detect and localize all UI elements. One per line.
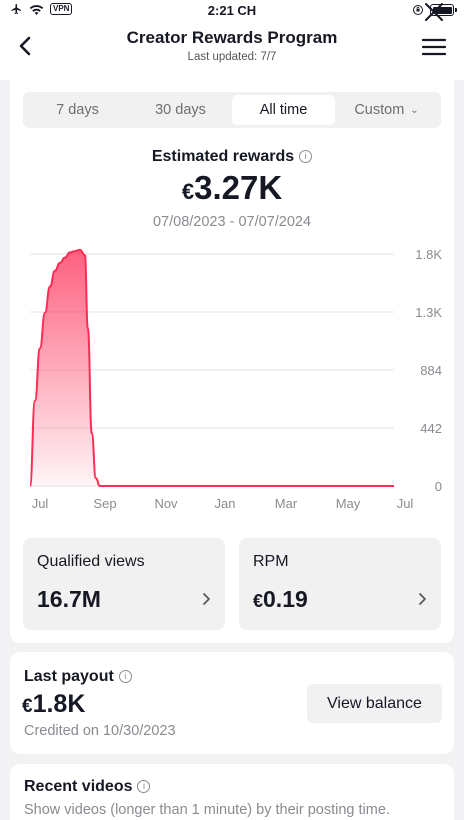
y-tick-label: 442 [420, 421, 442, 436]
x-tick-label: Sep [93, 496, 116, 511]
tab-7-days[interactable]: 7 days [26, 95, 129, 125]
info-icon[interactable]: i [137, 780, 151, 794]
view-balance-button[interactable]: View balance [307, 684, 442, 723]
last-payout-title: Last payout i [24, 668, 132, 686]
tab-custom[interactable]: Custom ⌄ [335, 95, 438, 125]
chevron-right-icon [203, 593, 210, 605]
y-tick-label: 0 [435, 479, 442, 494]
y-tick-label: 1.8K [415, 247, 442, 262]
stat-label: RPM [253, 553, 289, 570]
last-updated: Last updated: 7/7 [187, 51, 277, 63]
y-tick-label: 1.3K [415, 305, 442, 320]
credited-date: Credited on 10/30/2023 [24, 723, 176, 739]
estimated-rewards-title: Estimated rewards i [10, 148, 454, 166]
stat-value: €0.19 [253, 586, 308, 613]
x-tick-label: Jul [32, 496, 49, 511]
rpm-card[interactable]: RPM €0.19 [239, 538, 441, 630]
stat-value: 16.7M [37, 586, 101, 613]
x-tick-label: Mar [275, 496, 298, 511]
stat-label: Qualified views [37, 553, 145, 570]
info-icon[interactable]: i [299, 150, 313, 164]
qualified-views-card[interactable]: Qualified views 16.7M [23, 538, 225, 630]
status-bar: VPN 2:21 CH [0, 0, 464, 22]
date-range: 07/08/2023 - 07/07/2024 [152, 214, 312, 230]
series-line [29, 248, 394, 487]
recent-videos-title: Recent videos i [24, 778, 151, 796]
last-payout-card: Last payout i €1.8K Credited on 10/30/202… [10, 652, 454, 754]
close-icon[interactable] [422, 0, 446, 24]
tab-30-days[interactable]: 30 days [129, 95, 232, 125]
airplane-icon [11, 4, 21, 14]
currency-symbol: € [22, 696, 33, 717]
tab-all-time[interactable]: All time [232, 95, 335, 125]
last-payout-label: Last payout [24, 668, 114, 685]
stat-amount: 0.19 [263, 586, 308, 612]
last-payout-amount: 1.8K [32, 690, 86, 718]
wifi-icon [29, 4, 44, 15]
x-tick-label: May [336, 496, 361, 511]
hamburger-menu-icon[interactable] [422, 36, 446, 58]
recent-videos-label: Recent videos [24, 778, 133, 795]
chevron-down-icon: ⌄ [410, 104, 419, 116]
y-tick-label: 884 [420, 363, 442, 378]
stat-amount: 16.7M [37, 586, 101, 612]
time-range-tabs: 7 days 30 days All time Custom ⌄ [23, 92, 441, 128]
header: Creator Rewards Program Last updated: 7/… [0, 22, 464, 80]
recent-videos-card: Recent videos i Show videos (longer than … [10, 764, 454, 820]
recent-videos-description: Show videos (longer than 1 minute) by th… [24, 802, 390, 818]
x-tick-label: Nov [154, 496, 178, 511]
stat-currency: € [253, 591, 264, 611]
status-left: VPN [10, 3, 73, 15]
tab-label: All time [259, 102, 308, 118]
info-icon[interactable]: i [118, 670, 132, 684]
status-time: 2:21 CH [207, 3, 257, 18]
chevron-right-icon [419, 593, 426, 605]
area-fill [30, 249, 394, 486]
last-payout-value: €1.8K [22, 690, 85, 719]
tab-label: 30 days [155, 102, 206, 118]
vpn-badge: VPN [50, 3, 73, 15]
estimated-rewards-amount: 3.27K [194, 169, 283, 206]
chevron-left-icon[interactable] [14, 34, 38, 58]
tab-label: Custom [354, 102, 405, 118]
x-tick-label: Jan [215, 496, 236, 511]
page-title: Creator Rewards Program [126, 28, 338, 47]
tab-label: 7 days [56, 102, 99, 118]
rewards-chart: 1.8K 1.3K 884 442 0 Jul Sep Nov Jan Mar May Jul [29, 247, 442, 511]
x-tick-label: Jul [397, 496, 414, 511]
orientation-lock-icon [413, 5, 423, 15]
estimated-rewards-label: Estimated rewards [151, 148, 295, 165]
currency-symbol: € [181, 179, 195, 204]
rewards-card: 7 days 30 days All time Custom ⌄ Estimate… [10, 80, 454, 643]
estimated-rewards-value: €3.27K [10, 169, 454, 207]
